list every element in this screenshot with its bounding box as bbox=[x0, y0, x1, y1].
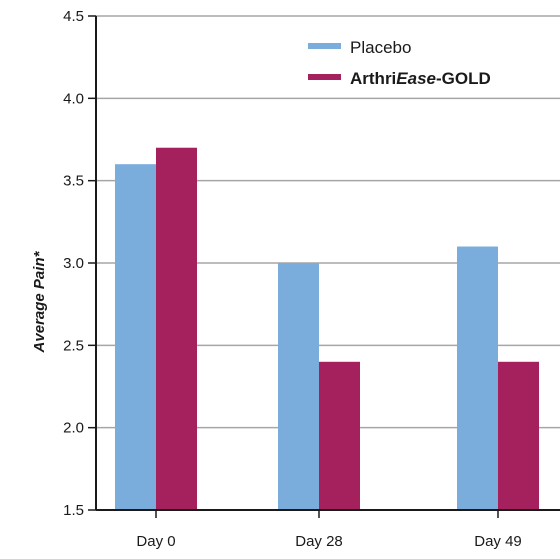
y-tick-label: 4.5 bbox=[63, 8, 84, 25]
bar-placebo-day-0 bbox=[115, 164, 156, 510]
y-tick-label: 2.5 bbox=[63, 337, 84, 354]
legend: Placebo ArthriEase-GOLD bbox=[308, 38, 491, 88]
legend-label-arthriease-italic: Ease bbox=[396, 69, 436, 88]
bar-arthriease-day-28 bbox=[319, 361, 360, 510]
y-tick-label: 2.0 bbox=[63, 420, 84, 437]
bar-placebo-day-49 bbox=[457, 246, 498, 511]
legend-label-arthriease: ArthriEase-GOLD bbox=[350, 69, 491, 88]
legend-label-placebo: Placebo bbox=[350, 38, 411, 57]
x-tick-label: Day 0 bbox=[136, 533, 175, 550]
bar-arthriease-day-0 bbox=[156, 147, 197, 510]
y-tick-label: 1.5 bbox=[63, 502, 84, 519]
y-axis-title: Average Pain* bbox=[31, 250, 48, 353]
y-tick-label: 3.5 bbox=[63, 173, 84, 190]
y-tick-label: 3.0 bbox=[63, 255, 84, 272]
x-tick-label: Day 28 bbox=[295, 533, 343, 550]
bar-arthriease-day-49 bbox=[498, 361, 539, 510]
legend-label-arthriease-prefix: Arthri bbox=[350, 69, 396, 88]
legend-swatch-arthriease bbox=[308, 74, 341, 80]
y-tick-label: 4.0 bbox=[63, 90, 84, 107]
axes: 1.5 2.0 2.5 3.0 3.5 4.0 4.5 Day 0 Day 28 Day 49 bbox=[63, 8, 560, 550]
legend-label-arthriease-suffix: -GOLD bbox=[436, 69, 491, 88]
legend-swatch-placebo bbox=[308, 43, 341, 49]
bars bbox=[115, 147, 539, 511]
x-tick-label: Day 49 bbox=[474, 533, 522, 550]
bar-placebo-day-28 bbox=[278, 263, 319, 510]
